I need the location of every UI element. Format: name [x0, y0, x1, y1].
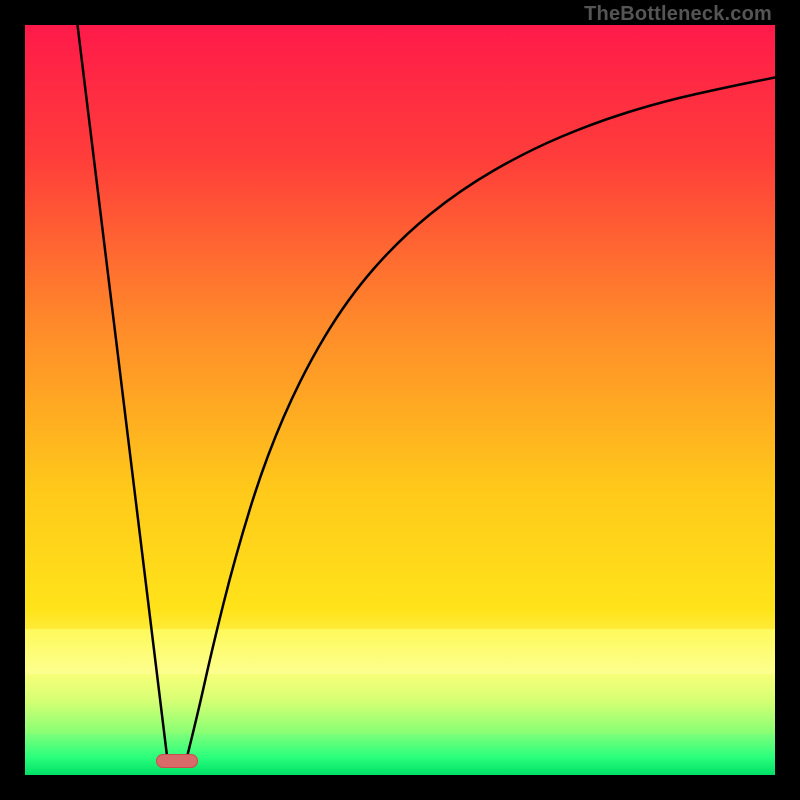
watermark-text: TheBottleneck.com [584, 3, 772, 26]
plot-area [25, 25, 775, 775]
right-curve [186, 78, 775, 761]
curve-layer [25, 25, 775, 775]
left-line [78, 25, 168, 760]
optimum-marker [156, 754, 198, 768]
